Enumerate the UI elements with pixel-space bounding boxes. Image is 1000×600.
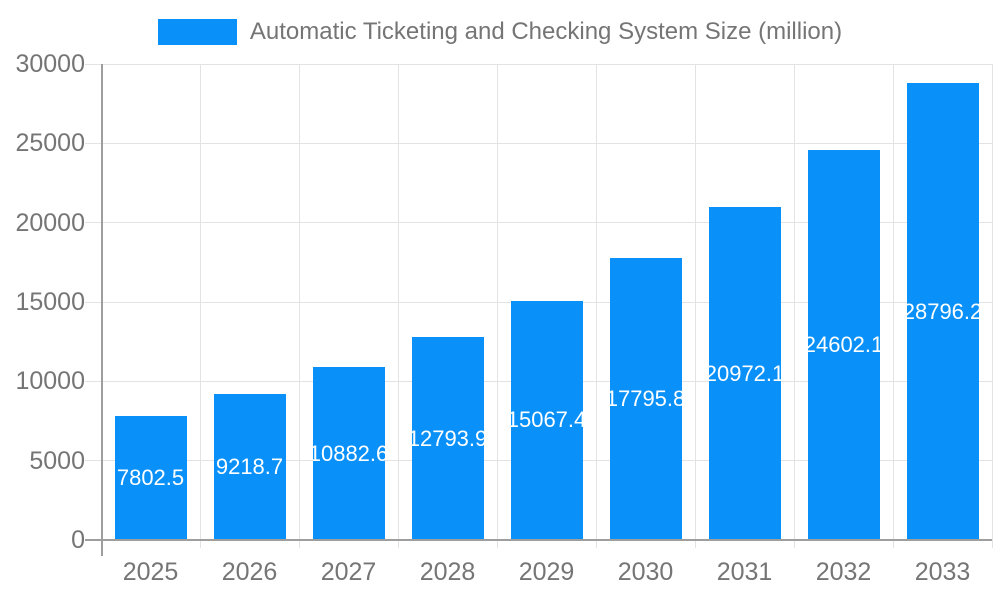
gridline-h	[85, 63, 992, 65]
bar: 24602.1	[807, 149, 880, 540]
gridline-v	[496, 64, 498, 548]
gridline-v	[694, 64, 696, 548]
y-tick-label: 5000	[29, 446, 85, 475]
bar-value-label: 24602.1	[807, 331, 880, 357]
x-tick-label: 2030	[617, 558, 674, 586]
x-tick-label: 2033	[914, 558, 971, 586]
x-tick-label: 2027	[320, 558, 377, 586]
gridline-v	[199, 64, 201, 548]
bar-value-label: 7802.5	[116, 465, 185, 491]
bar: 7802.5	[114, 416, 187, 540]
legend: Automatic Ticketing and Checking System …	[0, 18, 1000, 46]
gridline-v	[991, 64, 993, 548]
x-tick-label: 2026	[221, 558, 278, 586]
bar: 20972.1	[708, 207, 781, 540]
y-tick-label: 20000	[15, 208, 85, 237]
bar-value-label: 28796.2	[906, 298, 979, 324]
x-tick-label: 2029	[518, 558, 575, 586]
bar-value-label: 20972.1	[708, 360, 781, 386]
bar: 17795.8	[609, 257, 682, 540]
y-tick-label: 0	[71, 526, 85, 554]
bar-value-label: 12793.9	[411, 425, 484, 451]
y-tick-label: 15000	[15, 288, 85, 316]
bar: 28796.2	[906, 83, 979, 540]
bar: 9218.7	[213, 393, 286, 540]
legend-swatch	[157, 19, 237, 45]
y-axis-line	[101, 64, 103, 556]
gridline-v	[298, 64, 300, 548]
y-tick-label: 10000	[15, 367, 85, 396]
bar: 12793.9	[411, 337, 484, 540]
legend-label: Automatic Ticketing and Checking System …	[249, 18, 843, 45]
gridline-v	[595, 64, 597, 548]
bar-value-label: 10882.6	[312, 440, 385, 466]
bar-value-label: 17795.8	[609, 385, 682, 411]
gridline-h	[85, 222, 992, 224]
bar: 10882.6	[312, 367, 385, 540]
x-tick-label: 2031	[716, 558, 773, 586]
x-tick-label: 2025	[122, 558, 179, 586]
bar: 15067.4	[510, 300, 583, 540]
plot-area: 0 5000 10000 15000 20000 25000 30000 7802.5 2025…	[15, 51, 993, 586]
y-tick-label: 25000	[15, 129, 85, 158]
gridline-h	[85, 142, 992, 144]
y-tick-label: 30000	[15, 50, 85, 78]
x-axis-line	[85, 539, 992, 541]
x-tick-label: 2032	[815, 558, 872, 586]
x-tick-label: 2028	[419, 558, 476, 586]
gridline-v	[892, 64, 894, 548]
bar-value-label: 15067.4	[510, 407, 583, 433]
gridline-v	[793, 64, 795, 548]
gridline-v	[397, 64, 399, 548]
bar-value-label: 9218.7	[215, 453, 284, 479]
